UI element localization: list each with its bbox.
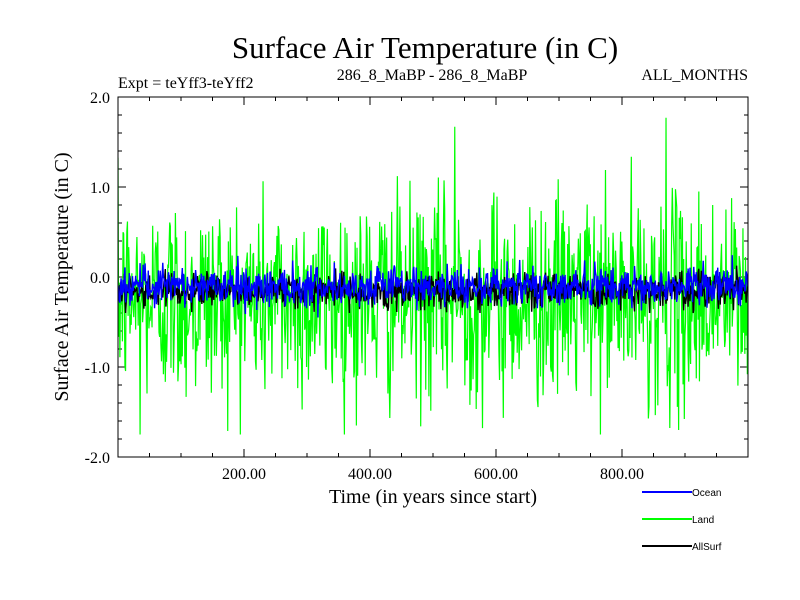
y-tick-label: -2.0	[85, 450, 110, 467]
x-axis-label: Time (in years since start)	[329, 486, 537, 508]
chart-title: Surface Air Temperature (in C)	[232, 30, 618, 65]
series-line-land	[118, 117, 748, 435]
y-tick-label: 1.0	[90, 180, 110, 197]
experiment-label: Expt = teYff3-teYff2	[118, 75, 254, 92]
y-axis-label: Surface Air Temperature (in C)	[51, 152, 73, 401]
legend-label-land: Land	[692, 515, 714, 526]
y-axis: -2.0 -1.0 0.0 1.0 2.0	[85, 90, 748, 467]
x-tick-label: 600.00	[474, 466, 518, 483]
months-label: ALL_MONTHS	[641, 67, 748, 84]
legend: Ocean Land AllSurf	[642, 488, 722, 553]
plot-frame	[117, 96, 749, 458]
legend-label-ocean: Ocean	[692, 488, 721, 499]
legend-label-allsurf: AllSurf	[692, 542, 722, 553]
x-tick-label: 400.00	[348, 466, 392, 483]
y-tick-label: 2.0	[90, 90, 110, 107]
y-tick-label: -1.0	[85, 360, 110, 377]
x-axis: 200.00 400.00 600.00 800.00	[149, 97, 717, 483]
y-tick-label: 0.0	[90, 270, 110, 287]
series-line-ocean	[118, 255, 748, 318]
period-label: 286_8_MaBP - 286_8_MaBP	[337, 67, 528, 84]
x-tick-label: 200.00	[222, 466, 266, 483]
x-tick-label: 800.00	[600, 466, 644, 483]
series-layer	[118, 117, 748, 435]
